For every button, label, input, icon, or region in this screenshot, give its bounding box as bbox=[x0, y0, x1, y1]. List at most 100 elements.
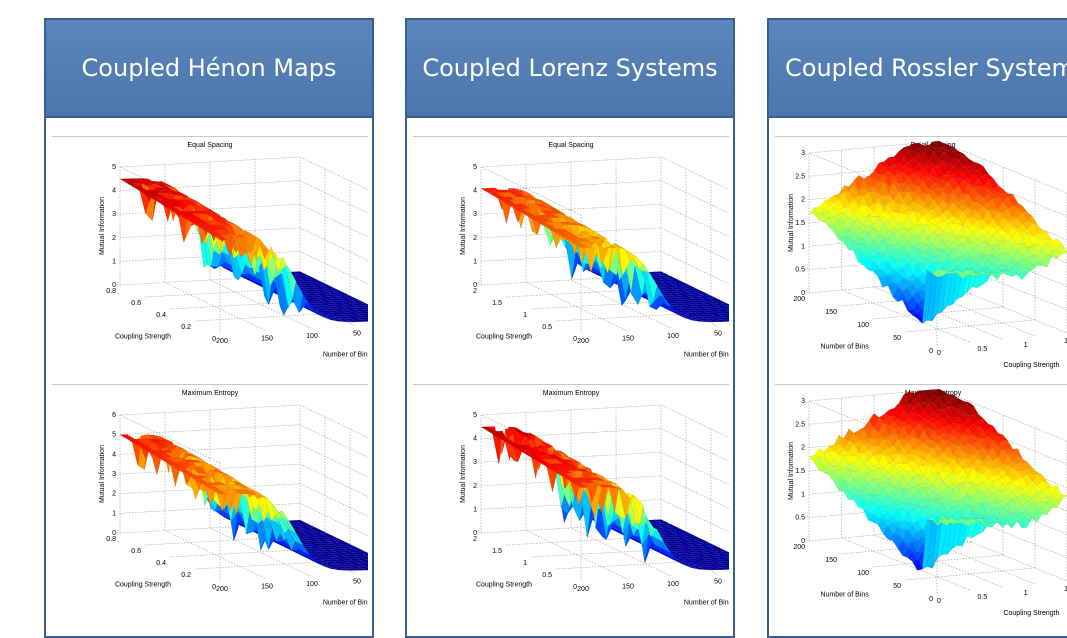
u-tick-label: 0.2 bbox=[181, 572, 191, 579]
surface bbox=[120, 435, 368, 571]
z-tick-label: 1 bbox=[473, 258, 477, 265]
v-axis-label: Coupling Strength bbox=[1003, 362, 1059, 369]
z-tick-label: 2 bbox=[473, 483, 477, 490]
z-tick-label: 2 bbox=[801, 445, 805, 452]
v-axis-label: Number of Bins bbox=[684, 352, 729, 359]
panel-title: Coupled Rossler System bbox=[785, 54, 1067, 82]
z-tick-label: 3 bbox=[801, 150, 805, 157]
z-tick-label: 3 bbox=[801, 398, 805, 405]
z-tick-label: 5 bbox=[112, 432, 116, 439]
u-tick-label: 0.4 bbox=[156, 312, 166, 319]
v-tick-label: 1 bbox=[1024, 342, 1028, 349]
v-axis-label: Number of Bins bbox=[323, 600, 368, 607]
panel-title: Coupled Hénon Maps bbox=[82, 54, 337, 82]
chart-title: Equal Spacing bbox=[548, 142, 593, 149]
u-tick-label: 1.5 bbox=[492, 548, 502, 555]
v-tick-label: 100 bbox=[667, 333, 679, 340]
v-tick-label: 150 bbox=[622, 584, 634, 591]
z-tick-label: 1 bbox=[112, 510, 116, 517]
v-tick-label: 100 bbox=[667, 581, 679, 588]
chart-title: Maximum Entropy bbox=[543, 390, 600, 397]
z-tick-label: 3 bbox=[473, 211, 477, 218]
u-tick-label: 0.2 bbox=[181, 324, 191, 331]
u-axis-label: Number of Bins bbox=[820, 591, 869, 598]
u-tick-label: 0.4 bbox=[156, 560, 166, 567]
surface bbox=[809, 389, 1067, 571]
panel-rossler: Coupled Rossler System Equal Spacing00.5… bbox=[767, 18, 1067, 638]
z-tick-label: 1 bbox=[112, 258, 116, 265]
z-axis-label: Mutual Information bbox=[788, 442, 795, 500]
u-tick-label: 100 bbox=[857, 570, 869, 577]
u-tick-label: 1.5 bbox=[492, 300, 502, 307]
panel-header: Coupled Lorenz Systems bbox=[407, 20, 733, 118]
z-axis-label: Mutual Information bbox=[788, 194, 795, 252]
u-tick-label: 50 bbox=[893, 335, 901, 342]
z-tick-label: 6 bbox=[112, 412, 116, 419]
u-axis-label: Coupling Strength bbox=[476, 334, 532, 341]
z-tick-label: 5 bbox=[473, 412, 477, 419]
z-tick-label: 0.5 bbox=[795, 267, 805, 274]
u-axis-label: Coupling Strength bbox=[115, 582, 171, 589]
surface bbox=[120, 178, 368, 322]
z-tick-label: 4 bbox=[473, 436, 477, 443]
panel-title: Coupled Lorenz Systems bbox=[422, 54, 717, 82]
v-axis-label: Coupling Strength bbox=[1003, 610, 1059, 617]
v-axis-label: Number of Bins bbox=[323, 352, 368, 359]
u-tick-label: 1 bbox=[523, 560, 527, 567]
z-tick-label: 2 bbox=[801, 197, 805, 204]
z-axis-label: Mutual Information bbox=[460, 445, 467, 503]
v-tick-label: 0 bbox=[937, 350, 941, 357]
z-tick-label: 1 bbox=[473, 506, 477, 513]
z-tick-label: 2 bbox=[473, 235, 477, 242]
u-tick-label: 1 bbox=[523, 312, 527, 319]
u-tick-label: 50 bbox=[893, 583, 901, 590]
z-tick-label: 0.5 bbox=[795, 515, 805, 522]
u-tick-label: 0.6 bbox=[131, 300, 141, 307]
z-tick-label: 2.5 bbox=[795, 173, 805, 180]
u-tick-label: 2 bbox=[473, 536, 477, 543]
z-tick-label: 1 bbox=[801, 243, 805, 250]
z-tick-label: 4 bbox=[112, 451, 116, 458]
z-axis-label: Mutual Information bbox=[460, 197, 467, 255]
u-tick-label: 0 bbox=[929, 596, 933, 603]
v-tick-label: 200 bbox=[577, 586, 589, 593]
u-axis-label: Coupling Strength bbox=[115, 334, 171, 341]
z-tick-label: 3 bbox=[112, 471, 116, 478]
z-tick-label: 5 bbox=[473, 164, 477, 171]
z-tick-label: 4 bbox=[473, 188, 477, 195]
u-tick-label: 0.5 bbox=[542, 324, 552, 331]
v-tick-label: 0.5 bbox=[977, 594, 987, 601]
u-tick-label: 0.8 bbox=[106, 536, 116, 543]
u-tick-label: 2 bbox=[473, 288, 477, 295]
v-tick-label: 100 bbox=[306, 581, 318, 588]
z-axis-label: Mutual Information bbox=[99, 197, 106, 255]
v-tick-label: 50 bbox=[353, 331, 361, 338]
u-tick-label: 200 bbox=[793, 296, 805, 303]
z-tick-label: 1.5 bbox=[795, 468, 805, 475]
z-tick-label: 1 bbox=[801, 491, 805, 498]
z-tick-label: 2 bbox=[112, 491, 116, 498]
u-tick-label: 150 bbox=[825, 309, 837, 316]
surface bbox=[809, 141, 1067, 323]
chart-title: Maximum Entropy bbox=[182, 390, 239, 397]
z-tick-label: 4 bbox=[112, 188, 116, 195]
v-tick-label: 0 bbox=[937, 598, 941, 605]
v-tick-label: 200 bbox=[216, 338, 228, 345]
z-tick-label: 2 bbox=[112, 235, 116, 242]
u-axis-label: Number of Bins bbox=[820, 343, 869, 350]
v-tick-label: 50 bbox=[353, 579, 361, 586]
u-tick-label: 0 bbox=[929, 348, 933, 355]
panel-header: Coupled Rossler System bbox=[769, 20, 1067, 118]
u-tick-label: 0.6 bbox=[131, 548, 141, 555]
chart-title: Equal Spacing bbox=[187, 142, 232, 149]
v-tick-label: 100 bbox=[306, 333, 318, 340]
u-axis-label: Coupling Strength bbox=[476, 582, 532, 589]
v-tick-label: 0.5 bbox=[977, 346, 987, 353]
v-tick-label: 150 bbox=[622, 336, 634, 343]
u-tick-label: 200 bbox=[793, 544, 805, 551]
